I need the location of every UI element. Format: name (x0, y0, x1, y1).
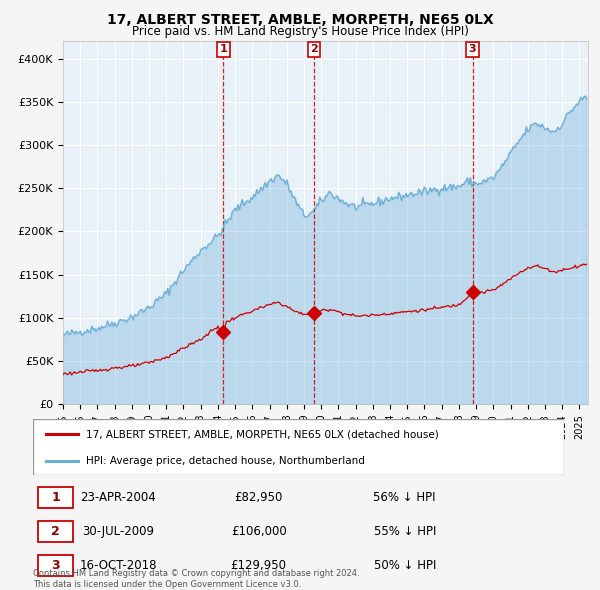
Text: Price paid vs. HM Land Registry's House Price Index (HPI): Price paid vs. HM Land Registry's House … (131, 25, 469, 38)
Text: 2: 2 (310, 44, 318, 54)
Text: 50% ↓ HPI: 50% ↓ HPI (374, 559, 436, 572)
Text: 30-JUL-2009: 30-JUL-2009 (82, 525, 154, 538)
Text: 56% ↓ HPI: 56% ↓ HPI (373, 491, 436, 504)
Text: £82,950: £82,950 (235, 491, 283, 504)
FancyBboxPatch shape (38, 487, 73, 508)
FancyBboxPatch shape (38, 555, 73, 576)
Text: 3: 3 (469, 44, 476, 54)
Text: 1: 1 (220, 44, 227, 54)
Text: HPI: Average price, detached house, Northumberland: HPI: Average price, detached house, Nort… (86, 456, 365, 466)
Text: Contains HM Land Registry data © Crown copyright and database right 2024.
This d: Contains HM Land Registry data © Crown c… (33, 569, 359, 589)
Text: £106,000: £106,000 (231, 525, 287, 538)
Text: 3: 3 (51, 559, 60, 572)
Text: 17, ALBERT STREET, AMBLE, MORPETH, NE65 0LX: 17, ALBERT STREET, AMBLE, MORPETH, NE65 … (107, 13, 493, 27)
Text: 2: 2 (51, 525, 60, 538)
Text: 1: 1 (51, 491, 60, 504)
FancyBboxPatch shape (33, 419, 564, 475)
Text: 55% ↓ HPI: 55% ↓ HPI (374, 525, 436, 538)
Text: £129,950: £129,950 (230, 559, 287, 572)
FancyBboxPatch shape (38, 522, 73, 542)
Text: 17, ALBERT STREET, AMBLE, MORPETH, NE65 0LX (detached house): 17, ALBERT STREET, AMBLE, MORPETH, NE65 … (86, 429, 439, 439)
Text: 16-OCT-2018: 16-OCT-2018 (79, 559, 157, 572)
Text: 23-APR-2004: 23-APR-2004 (80, 491, 156, 504)
